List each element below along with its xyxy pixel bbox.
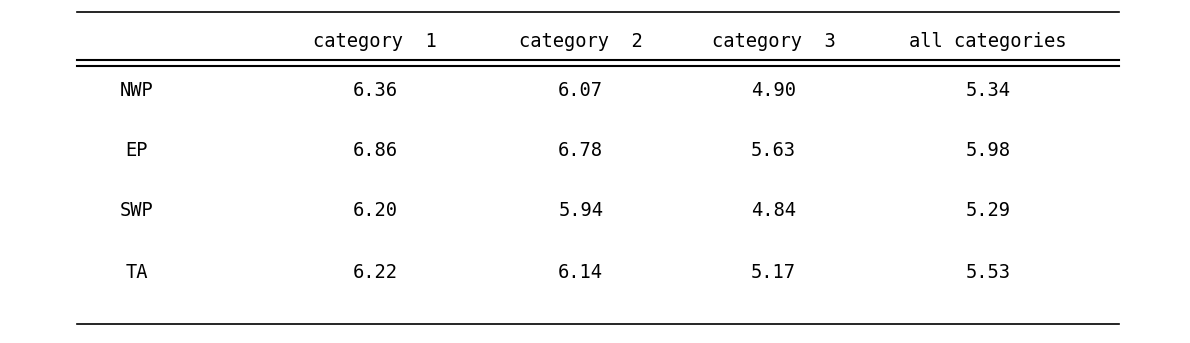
Text: 5.98: 5.98 [965, 141, 1010, 161]
Text: 6.14: 6.14 [558, 263, 603, 282]
Text: category  3: category 3 [712, 32, 835, 51]
Text: 5.34: 5.34 [965, 81, 1010, 100]
Text: 4.90: 4.90 [751, 81, 796, 100]
Text: 4.84: 4.84 [751, 201, 796, 221]
Text: 6.20: 6.20 [352, 201, 397, 221]
Text: all categories: all categories [909, 32, 1066, 51]
Text: NWP: NWP [120, 81, 154, 100]
Text: 6.86: 6.86 [352, 141, 397, 161]
Text: 6.36: 6.36 [352, 81, 397, 100]
Text: SWP: SWP [120, 201, 154, 221]
Text: 6.78: 6.78 [558, 141, 603, 161]
Text: 5.17: 5.17 [751, 263, 796, 282]
Text: 5.53: 5.53 [965, 263, 1010, 282]
Text: 6.22: 6.22 [352, 263, 397, 282]
Text: 6.07: 6.07 [558, 81, 603, 100]
Text: 5.29: 5.29 [965, 201, 1010, 221]
Text: TA: TA [126, 263, 148, 282]
Text: category  1: category 1 [313, 32, 437, 51]
Text: 5.63: 5.63 [751, 141, 796, 161]
Text: EP: EP [126, 141, 148, 161]
Text: 5.94: 5.94 [558, 201, 603, 221]
Text: category  2: category 2 [519, 32, 643, 51]
